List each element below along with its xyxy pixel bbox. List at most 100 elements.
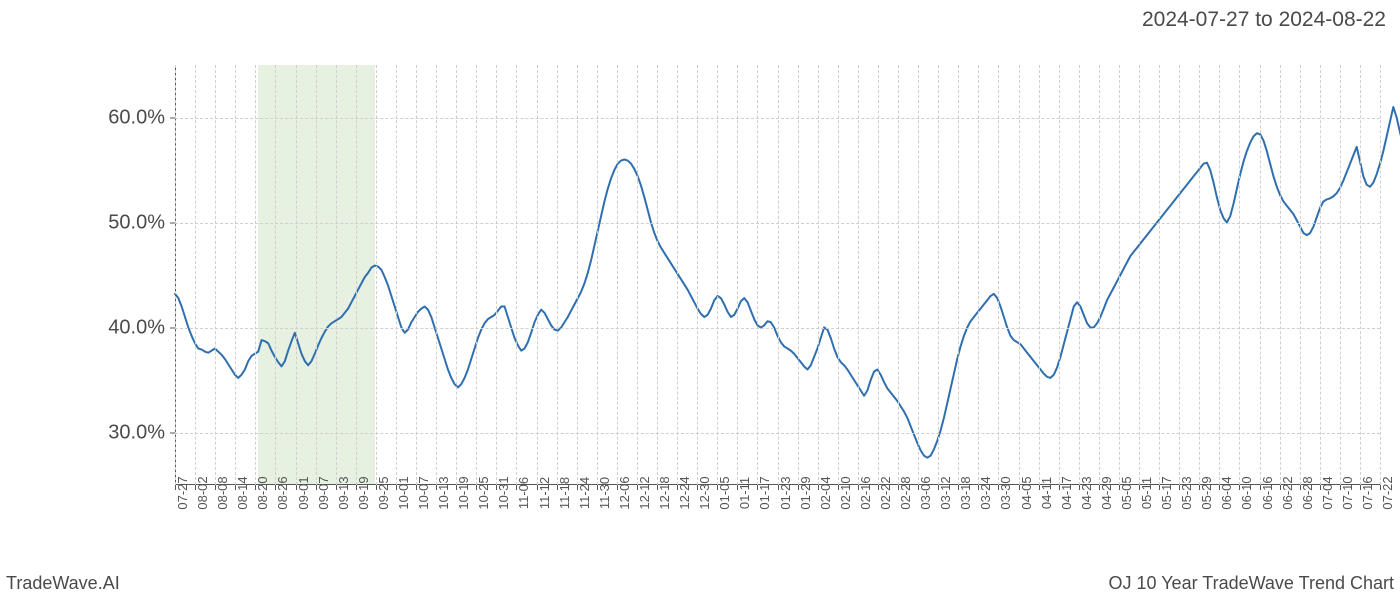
x-gridline [1280,65,1281,485]
x-tick-label: 01-23 [778,476,793,509]
x-tick-label: 03-12 [938,476,953,509]
x-gridline [898,65,899,485]
x-tick-label: 03-18 [958,476,973,509]
x-tick-label: 02-22 [878,476,893,509]
x-tick-label: 04-05 [1019,476,1034,509]
x-gridline [778,65,779,485]
x-gridline [376,65,377,485]
x-gridline [396,65,397,485]
x-tick-label: 01-17 [757,476,772,509]
x-gridline [1099,65,1100,485]
x-tick-label: 06-28 [1300,476,1315,509]
x-gridline [858,65,859,485]
x-tick-label: 06-10 [1239,476,1254,509]
x-gridline [1079,65,1080,485]
x-gridline [978,65,979,485]
x-gridline [878,65,879,485]
x-gridline [476,65,477,485]
x-gridline [557,65,558,485]
x-gridline [697,65,698,485]
x-tick-label: 10-19 [456,476,471,509]
chart-plot-area: 30.0%40.0%50.0%60.0% 07-2708-0208-0808-1… [175,65,1380,485]
x-tick-label: 02-16 [858,476,873,509]
x-gridline [617,65,618,485]
x-tick-label: 09-07 [316,476,331,509]
x-gridline [918,65,919,485]
x-gridline [1239,65,1240,485]
x-tick-label: 10-25 [476,476,491,509]
x-tick-label: 11-24 [577,477,592,509]
x-tick-label: 11-30 [597,477,612,509]
x-tick-label: 10-13 [436,476,451,509]
x-tick-label: 05-11 [1139,477,1154,509]
y-tick-label: 50.0% [108,211,165,234]
x-tick-label: 12-06 [617,476,632,509]
x-tick-label: 07-10 [1340,476,1355,509]
x-tick-label: 08-14 [235,476,250,509]
x-tick-label: 08-08 [215,476,230,509]
x-gridline [175,65,176,485]
x-gridline [456,65,457,485]
x-gridline [195,65,196,485]
x-tick-label: 04-17 [1059,476,1074,509]
x-tick-label: 12-18 [657,476,672,509]
x-tick-label: 12-24 [677,476,692,509]
y-tick-label: 30.0% [108,421,165,444]
x-tick-label: 03-06 [918,476,933,509]
x-tick-label: 07-27 [175,476,190,509]
x-gridline [1199,65,1200,485]
x-gridline [717,65,718,485]
y-tick-label: 40.0% [108,316,165,339]
x-tick-label: 08-20 [255,476,270,509]
x-tick-label: 09-25 [376,476,391,509]
x-tick-label: 07-22 [1380,476,1395,509]
x-tick-label: 03-30 [998,476,1013,509]
x-gridline [757,65,758,485]
x-gridline [255,65,256,485]
x-gridline [1219,65,1220,485]
x-gridline [235,65,236,485]
x-tick-label: 02-04 [818,476,833,509]
x-gridline [1119,65,1120,485]
y-tick-label: 60.0% [108,106,165,129]
x-tick-label: 06-04 [1219,476,1234,509]
x-tick-label: 05-05 [1119,476,1134,509]
x-gridline [1260,65,1261,485]
x-gridline [1179,65,1180,485]
x-gridline [798,65,799,485]
x-tick-label: 10-01 [396,476,411,509]
x-gridline [1059,65,1060,485]
x-tick-label: 04-29 [1099,476,1114,509]
x-gridline [275,65,276,485]
x-tick-label: 11-12 [537,477,552,509]
x-tick-label: 09-19 [356,476,371,509]
x-tick-label: 06-22 [1280,476,1295,509]
x-tick-label: 06-16 [1260,476,1275,509]
x-gridline [577,65,578,485]
x-gridline [657,65,658,485]
chart-title: OJ 10 Year TradeWave Trend Chart [1109,573,1395,594]
x-tick-label: 02-10 [838,476,853,509]
x-tick-label: 04-23 [1079,476,1094,509]
x-tick-label: 04-11 [1039,477,1054,509]
x-tick-label: 08-26 [275,476,290,509]
x-gridline [1320,65,1321,485]
x-gridline [416,65,417,485]
x-gridline [1340,65,1341,485]
x-tick-label: 03-24 [978,476,993,509]
x-gridline [637,65,638,485]
x-tick-label: 05-23 [1179,476,1194,509]
x-gridline [1380,65,1381,485]
x-gridline [516,65,517,485]
x-gridline [1019,65,1020,485]
x-tick-label: 12-30 [697,476,712,509]
x-gridline [496,65,497,485]
x-tick-label: 01-05 [717,476,732,509]
x-gridline [818,65,819,485]
x-gridline [1039,65,1040,485]
x-gridline [1159,65,1160,485]
x-gridline [356,65,357,485]
x-tick-label: 02-28 [898,476,913,509]
x-gridline [938,65,939,485]
x-gridline [737,65,738,485]
